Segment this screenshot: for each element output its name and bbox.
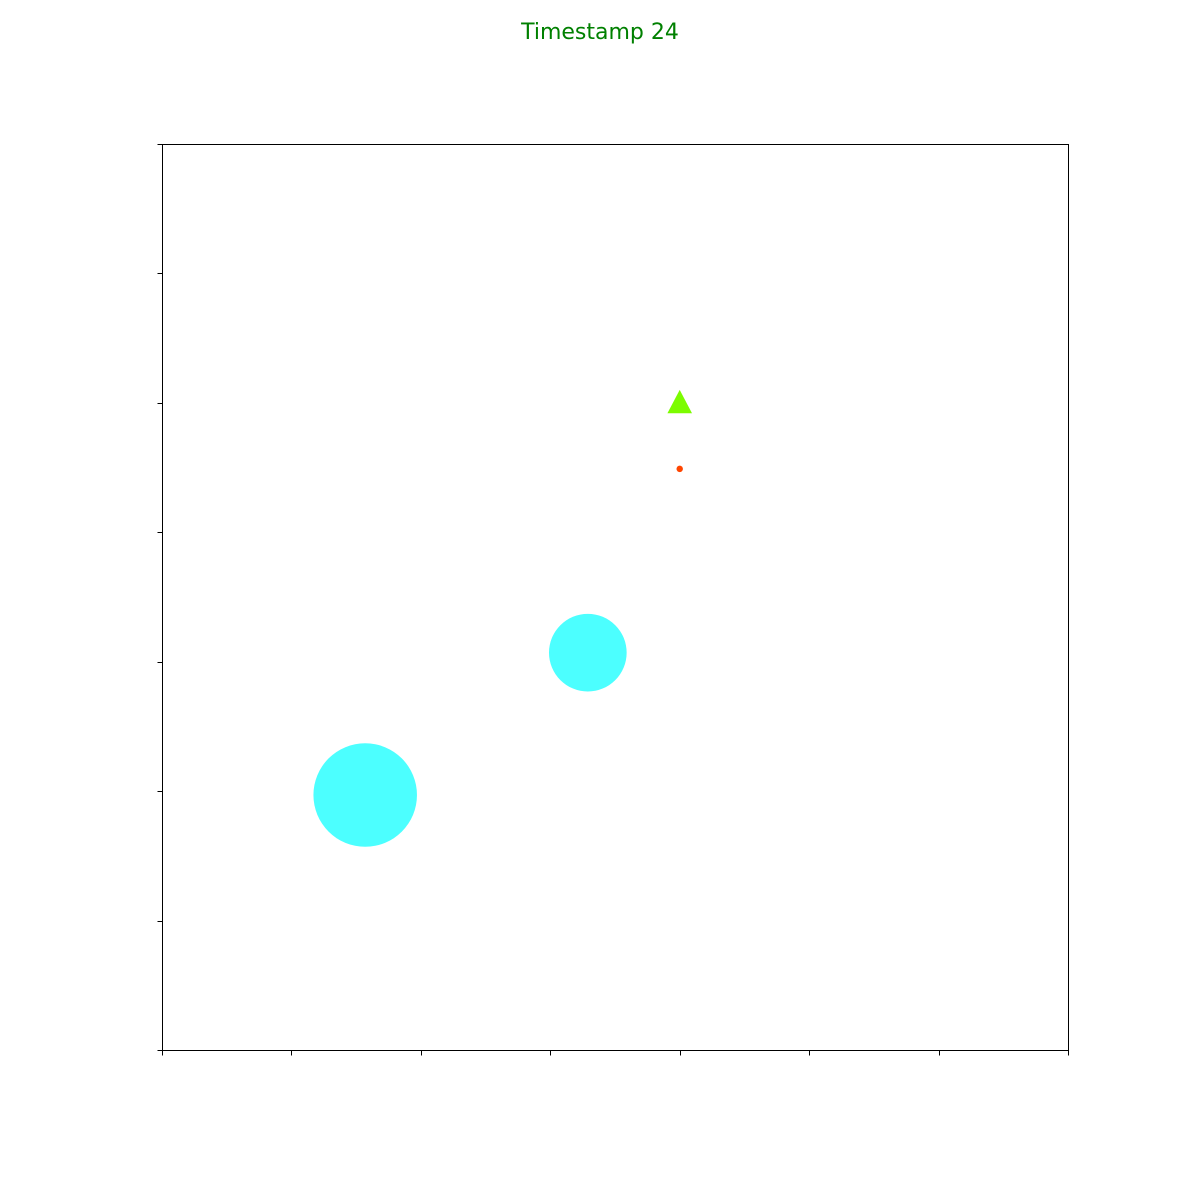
large-cyan-circle [313, 743, 417, 847]
green-triangle [667, 389, 693, 414]
medium-cyan-circle [548, 613, 627, 692]
chart-title: Timestamp 24 [521, 20, 679, 45]
axes-frame [162, 144, 1069, 1051]
red-dot [676, 465, 683, 473]
